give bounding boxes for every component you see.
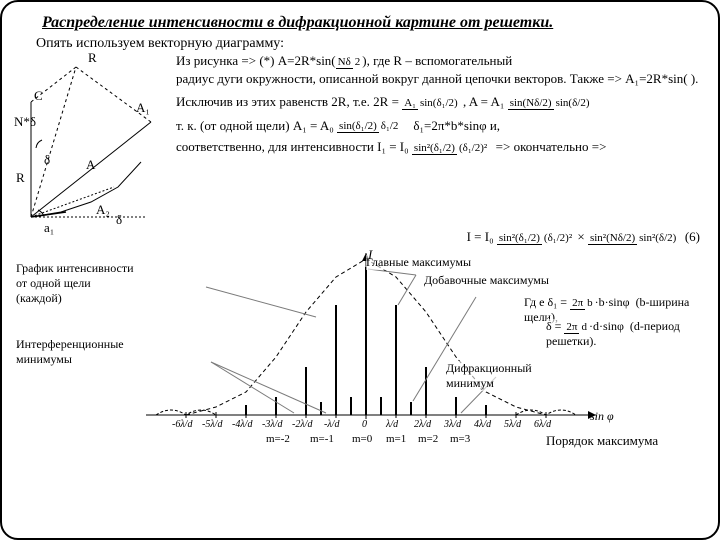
t7: => окончательно => <box>496 139 607 154</box>
t6: соответственно, для интенсивности <box>176 139 374 154</box>
note-g1: График интенсивности от одной щели (кажд… <box>16 261 136 306</box>
subtitle: Опять используем векторную диаграмму: <box>36 36 704 52</box>
sinphi: sin φ <box>590 409 614 424</box>
intensity-graph: I = I₀ sin²(δ₁/2)(δ₁/2)² × sin²(Nδ/2)sin… <box>16 233 706 463</box>
vector-diagram: R C N*δ δ R A A₁ A₂ δ a₁ <box>16 52 166 227</box>
note-g5: Дифракционный минимум <box>446 361 556 391</box>
lbl-R2: R <box>16 170 25 186</box>
lbl-C: C <box>34 88 43 104</box>
t4: т. к. (от одной щели) <box>176 118 290 133</box>
lbl-A1: A₁ <box>136 100 150 116</box>
lbl-R: R <box>88 50 97 66</box>
lbl-d1: δ <box>44 152 50 168</box>
note-g9: δ = 2πd·d·sinφ (d-период решетки). <box>546 319 706 349</box>
lbl-d2: δ <box>116 212 122 228</box>
lbl-A: A <box>86 157 95 173</box>
t1a: Из рисунка => (*) A=2R*sin( <box>176 53 336 68</box>
text-column: Из рисунка => (*) A=2R*sin(Nδ2), где R –… <box>176 52 704 227</box>
t5: δ₁=2π*b*sinφ и, <box>413 118 500 133</box>
note-g6: Порядок максимума <box>546 433 658 449</box>
note-g3: Добавочные максимумы <box>424 273 549 288</box>
eq6: (6) <box>685 229 700 244</box>
eq6-box: I = I₀ sin²(δ₁/2)(δ₁/2)² × sin²(Nδ/2)sin… <box>467 229 700 245</box>
note-g2: Главные максимумы <box>366 255 471 270</box>
lbl-N: N*δ <box>14 114 36 130</box>
t2: радиус дуги окружности, описанной вокруг… <box>176 70 704 88</box>
t3: Исключив из этих равенств 2R, т.е. <box>176 94 370 109</box>
t1b: ), где R – вспомогательный <box>362 53 512 68</box>
lbl-A2: A₂ <box>96 202 110 218</box>
note-g4: Интерференционные минимумы <box>16 337 146 367</box>
I-label: I <box>368 247 372 263</box>
page-title: Распределение интенсивности в дифракцион… <box>42 14 704 32</box>
